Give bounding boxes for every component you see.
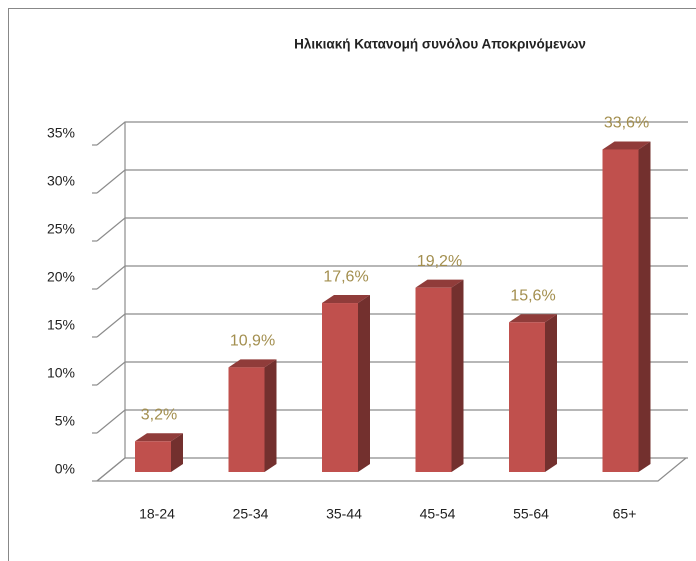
grid-line (96, 313, 688, 338)
data-label: 33,6% (604, 115, 649, 132)
data-label: 3,2% (141, 406, 177, 423)
bar (322, 295, 370, 472)
grid-line (96, 265, 688, 290)
x-tick-label: 45-54 (420, 506, 456, 522)
bar-front (602, 149, 639, 472)
x-tick-label: 55-64 (513, 506, 549, 522)
x-tick-label: 18-24 (139, 506, 175, 522)
bar (415, 279, 464, 472)
bar-side (264, 359, 277, 472)
y-tick-label: 35% (47, 125, 75, 141)
bar-side (638, 141, 651, 472)
y-tick-label: 0% (55, 461, 75, 477)
data-label: 15,6% (510, 287, 555, 304)
bar-front (135, 441, 171, 472)
y-tick-label: 25% (47, 221, 75, 237)
grid-line (96, 409, 688, 434)
bar-top (135, 433, 183, 442)
bar-side (171, 433, 183, 472)
data-label: 10,9% (230, 333, 275, 350)
bar (228, 359, 277, 472)
x-tick-label: 25-34 (233, 506, 269, 522)
chart-title: Ηλικιακή Κατανομή συνόλου Αποκρινόμενων (294, 37, 586, 52)
left-wall (96, 122, 126, 482)
floor (97, 457, 687, 482)
y-tick-label: 15% (47, 317, 75, 333)
bar-top (602, 141, 651, 150)
x-tick-label: 35-44 (326, 506, 362, 522)
y-tick-label: 20% (47, 269, 75, 285)
grid-line (96, 457, 688, 482)
bar-front (228, 367, 265, 472)
y-tick-label: 5% (55, 413, 75, 429)
bar (509, 314, 557, 472)
bar-front (415, 287, 452, 472)
bar-top (415, 279, 464, 288)
bar-side (358, 295, 370, 472)
grid-line (96, 217, 688, 242)
y-tick-label: 30% (47, 173, 75, 189)
grid-line (96, 121, 688, 146)
bar-side (545, 314, 557, 472)
bar-top (509, 314, 557, 323)
data-label: 19,2% (417, 253, 462, 270)
y-tick-label: 10% (47, 365, 75, 381)
x-tick-label: 65+ (613, 506, 637, 522)
grid-line (96, 169, 688, 194)
bar-top (228, 359, 277, 368)
bar-side (451, 279, 464, 472)
data-label: 17,6% (323, 268, 368, 285)
bar-front (509, 322, 545, 472)
bar-top (322, 295, 370, 304)
bar (135, 433, 183, 472)
grid-line (96, 361, 688, 386)
bar-front (322, 303, 358, 472)
bar (602, 141, 651, 472)
